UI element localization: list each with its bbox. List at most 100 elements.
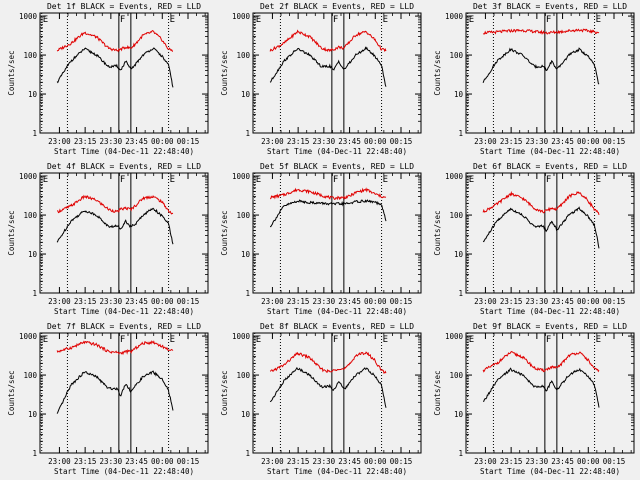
lld-series-line — [482, 28, 600, 35]
time-marker-label: F — [546, 175, 551, 185]
x-axis-label: Start Time (04-Dec-11 22:48:40) — [267, 147, 407, 156]
x-tick-label: 23:00 — [48, 297, 71, 306]
time-marker-label: E — [256, 175, 261, 185]
time-marker-label: E — [469, 15, 474, 25]
time-marker-label: F — [546, 15, 551, 25]
events-series-line — [56, 47, 174, 88]
y-tick-label: 1 — [32, 129, 37, 138]
lld-series-line — [56, 340, 174, 356]
time-marker-label: E — [43, 15, 48, 25]
detector-panel-4: Det 4f BLACK = Events, RED = LLD 1 10 100 10… — [7, 162, 209, 316]
x-tick-label: 23:45 — [338, 297, 361, 306]
x-tick-label: 23:15 — [74, 457, 97, 466]
x-tick-label: 00:00 — [577, 137, 600, 146]
time-marker-label: E — [469, 335, 474, 345]
y-axis-label: Counts/sec — [7, 50, 16, 95]
x-tick-label: 23:30 — [100, 297, 123, 306]
time-marker-label: E — [469, 175, 474, 185]
x-tick-label: 00:00 — [364, 297, 387, 306]
time-marker-label: E — [383, 15, 388, 25]
detector-panel-1: Det 1f BLACK = Events, RED = LLD 1 10 100 10… — [7, 2, 209, 156]
x-axis-label: Start Time (04-Dec-11 22:48:40) — [480, 147, 620, 156]
x-tick-label: 00:15 — [177, 297, 200, 306]
x-axis-label: Start Time (04-Dec-11 22:48:40) — [54, 467, 194, 476]
x-tick-label: 23:15 — [74, 297, 97, 306]
y-tick-label: 100 — [23, 211, 37, 220]
y-tick-label: 1 — [245, 129, 250, 138]
x-tick-label: 23:15 — [287, 457, 310, 466]
lld-series-line — [482, 350, 600, 373]
plot-frame — [252, 332, 422, 454]
x-tick-label: 23:15 — [74, 137, 97, 146]
x-tick-label: 23:30 — [313, 137, 336, 146]
y-tick-label: 1000 — [19, 332, 38, 341]
y-tick-label: 1 — [458, 449, 463, 458]
panel-title: Det 3f BLACK = Events, RED = LLD — [473, 2, 627, 11]
detector-panel-3: Det 3f BLACK = Events, RED = LLD 1 10 100 10… — [433, 2, 635, 156]
panel-title: Det 2f BLACK = Events, RED = LLD — [260, 2, 414, 11]
y-tick-label: 1000 — [232, 12, 251, 21]
x-tick-label: 23:30 — [526, 297, 549, 306]
y-tick-label: 1 — [32, 449, 37, 458]
panel-title: Det 1f BLACK = Events, RED = LLD — [47, 2, 201, 11]
x-tick-label: 00:15 — [603, 137, 626, 146]
events-series-line — [56, 207, 174, 245]
y-tick-label: 10 — [241, 250, 251, 259]
x-tick-label: 23:00 — [474, 457, 497, 466]
x-tick-label: 23:30 — [313, 297, 336, 306]
x-tick-label: 23:00 — [261, 457, 284, 466]
detector-panel-9: Det 9f BLACK = Events, RED = LLD 1 10 100 10… — [433, 322, 635, 476]
y-tick-label: 1 — [458, 289, 463, 298]
y-tick-label: 100 — [236, 211, 250, 220]
x-tick-label: 00:00 — [364, 457, 387, 466]
x-tick-label: 23:45 — [125, 457, 148, 466]
lld-series-line — [56, 30, 174, 53]
lld-series-line — [269, 351, 387, 374]
x-tick-label: 23:15 — [500, 457, 523, 466]
x-tick-label: 23:15 — [287, 297, 310, 306]
panel-title: Det 7f BLACK = Events, RED = LLD — [47, 322, 201, 331]
detector-panel-8: Det 8f BLACK = Events, RED = LLD 1 10 100 10… — [220, 322, 422, 476]
x-tick-label: 00:00 — [151, 297, 174, 306]
x-tick-label: 23:30 — [313, 457, 336, 466]
events-series-line — [482, 47, 600, 85]
y-tick-label: 1 — [245, 289, 250, 298]
x-tick-label: 00:15 — [390, 297, 413, 306]
events-series-line — [482, 206, 600, 249]
x-axis-label: Start Time (04-Dec-11 22:48:40) — [54, 147, 194, 156]
x-tick-label: 23:00 — [261, 137, 284, 146]
x-tick-label: 23:30 — [100, 457, 123, 466]
time-marker-label: E — [596, 335, 601, 345]
x-tick-label: 23:45 — [551, 457, 574, 466]
plot-frame — [465, 332, 635, 454]
panel-title: Det 8f BLACK = Events, RED = LLD — [260, 322, 414, 331]
plot-frame — [465, 12, 635, 134]
y-tick-label: 1 — [245, 449, 250, 458]
lld-series-line — [482, 190, 600, 216]
y-tick-label: 1 — [32, 289, 37, 298]
time-marker-label: F — [120, 15, 125, 25]
x-tick-label: 00:00 — [577, 297, 600, 306]
x-tick-label: 23:15 — [500, 137, 523, 146]
time-marker-label: E — [256, 15, 261, 25]
x-tick-label: 23:00 — [48, 137, 71, 146]
x-tick-label: 00:00 — [151, 137, 174, 146]
y-axis-label: Counts/sec — [220, 370, 229, 415]
x-tick-label: 00:00 — [577, 457, 600, 466]
lld-series-line — [57, 194, 174, 215]
y-tick-label: 1000 — [232, 332, 251, 341]
y-tick-label: 1000 — [232, 172, 251, 181]
x-axis-label: Start Time (04-Dec-11 22:48:40) — [480, 307, 620, 316]
time-marker-label: F — [333, 15, 338, 25]
x-tick-label: 23:00 — [261, 297, 284, 306]
x-tick-label: 00:15 — [603, 297, 626, 306]
x-axis-label: Start Time (04-Dec-11 22:48:40) — [267, 307, 407, 316]
time-marker-label: E — [596, 15, 601, 25]
time-marker-label: F — [333, 335, 338, 345]
x-axis-label: Start Time (04-Dec-11 22:48:40) — [480, 467, 620, 476]
time-marker-label: E — [383, 175, 388, 185]
x-tick-label: 23:15 — [287, 137, 310, 146]
panel-title: Det 5f BLACK = Events, RED = LLD — [260, 162, 414, 171]
